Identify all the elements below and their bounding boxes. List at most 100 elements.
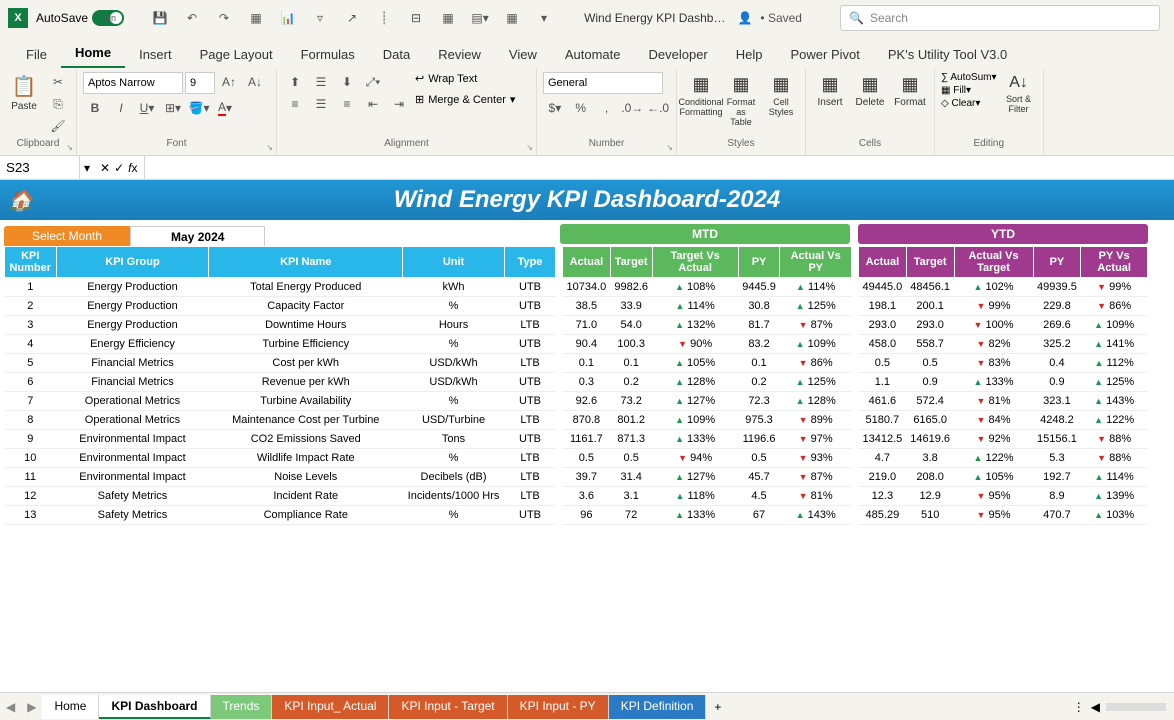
font-size-select[interactable]	[185, 72, 215, 94]
sheet-tab-kpi-dashboard[interactable]: KPI Dashboard	[99, 695, 210, 719]
copy-icon[interactable]: ⎘	[46, 94, 70, 114]
sheet-nav-right[interactable]: ▶	[21, 700, 42, 714]
ribbon-tab-review[interactable]: Review	[424, 41, 495, 68]
wrap-label: Wrap Text	[428, 73, 477, 85]
qat-more-icon[interactable]: ▾	[532, 6, 556, 30]
shrink-font-icon[interactable]: A↓	[243, 72, 267, 92]
qat-share-icon[interactable]: ↗	[340, 6, 364, 30]
ribbon-tab-insert[interactable]: Insert	[125, 41, 186, 68]
redo-icon[interactable]: ↷	[212, 6, 236, 30]
qat-filter-icon[interactable]: ▿	[308, 6, 332, 30]
scroll-left-icon[interactable]: ◀	[1091, 700, 1100, 714]
formula-input[interactable]	[145, 160, 1174, 175]
inc-decimal-icon[interactable]: .0→	[620, 98, 644, 118]
align-middle-icon[interactable]: ☰	[309, 72, 333, 92]
alignment-launcher[interactable]: ↘	[526, 143, 533, 152]
indent-inc-icon[interactable]: ⇥	[387, 94, 411, 114]
autosave-toggle[interactable]: AutoSave On	[36, 10, 140, 26]
format-as-table-button[interactable]: ▦Format as Table	[723, 72, 759, 138]
delete-cells-button[interactable]: ▦Delete	[852, 72, 888, 138]
font-color-icon[interactable]: A▾	[213, 98, 237, 118]
comma-icon[interactable]: ,	[595, 98, 619, 118]
bold-icon[interactable]: B	[83, 98, 107, 118]
qat-ungroup-icon[interactable]: ⊟	[404, 6, 428, 30]
sheet-tab-kpi-definition[interactable]: KPI Definition	[609, 695, 707, 719]
qat-list-icon[interactable]: ▤▾	[468, 6, 492, 30]
qat-pivot-icon[interactable]: ▦	[500, 6, 524, 30]
indent-dec-icon[interactable]: ⇤	[361, 94, 385, 114]
merge-center-button[interactable]: ⊞Merge & Center▾	[415, 93, 515, 106]
sheet-tab-kpi-input-target[interactable]: KPI Input - Target	[389, 695, 507, 719]
sheet-more-icon[interactable]: ⋮	[1073, 700, 1085, 714]
format-cells-button[interactable]: ▦Format	[892, 72, 928, 138]
currency-icon[interactable]: $▾	[543, 98, 567, 118]
autosum-button[interactable]: ∑ AutoSum▾	[941, 72, 997, 83]
table-row: 2Energy ProductionCapacity Factor%UTB	[5, 297, 556, 316]
align-center-icon[interactable]: ☰	[309, 94, 333, 114]
clear-button[interactable]: ◇ Clear▾	[941, 98, 997, 109]
ribbon-tab-formulas[interactable]: Formulas	[287, 41, 369, 68]
ribbon-tab-power-pivot[interactable]: Power Pivot	[777, 41, 874, 68]
sheet-nav-left[interactable]: ◀	[0, 700, 21, 714]
fill-button[interactable]: ▦ Fill▾	[941, 85, 997, 96]
align-top-icon[interactable]: ⬆	[283, 72, 307, 92]
italic-icon[interactable]: I	[109, 98, 133, 118]
sheet-tab-kpi-input-py[interactable]: KPI Input - PY	[508, 695, 609, 719]
align-bottom-icon[interactable]: ⬇	[335, 72, 359, 92]
home-icon[interactable]: 🏠	[8, 188, 33, 213]
fill-color-icon[interactable]: 🪣▾	[187, 98, 211, 118]
clipboard-launcher[interactable]: ↘	[66, 143, 73, 152]
enter-icon[interactable]: ✓	[114, 161, 124, 175]
font-name-select[interactable]	[83, 72, 183, 94]
ribbon-tab-view[interactable]: View	[495, 41, 551, 68]
save-status[interactable]: • Saved	[760, 11, 802, 25]
ribbon-tab-data[interactable]: Data	[369, 41, 424, 68]
ribbon-tab-help[interactable]: Help	[722, 41, 777, 68]
fx-icon[interactable]: fx	[128, 161, 137, 175]
undo-icon[interactable]: ↶	[180, 6, 204, 30]
dec-decimal-icon[interactable]: ←.0	[646, 98, 670, 118]
align-left-icon[interactable]: ≡	[283, 94, 307, 114]
number-launcher[interactable]: ↘	[666, 143, 673, 152]
qat-chart-icon[interactable]: 📊	[276, 6, 300, 30]
search-box[interactable]: 🔍 Search	[840, 5, 1160, 31]
paste-button[interactable]: 📋 Paste	[6, 72, 42, 138]
ribbon-tab-automate[interactable]: Automate	[551, 41, 635, 68]
month-value[interactable]: May 2024	[130, 226, 265, 248]
cell-styles-button[interactable]: ▦Cell Styles	[763, 72, 799, 138]
font-launcher[interactable]: ↘	[266, 143, 273, 152]
table-row: 92.673.2▲ 127%72.3▲ 128%	[563, 392, 852, 411]
namebox-dropdown[interactable]: ▾	[80, 161, 94, 175]
ribbon-tab-developer[interactable]: Developer	[635, 41, 722, 68]
align-right-icon[interactable]: ≡	[335, 94, 359, 114]
format-painter-icon[interactable]: 🖌	[46, 116, 70, 136]
qat-grid-icon[interactable]: ▦	[244, 6, 268, 30]
conditional-formatting-button[interactable]: ▦Conditional Formatting	[683, 72, 719, 138]
add-sheet-button[interactable]: +	[706, 700, 729, 714]
ribbon-tab-pk-s-utility-tool-v-[interactable]: PK's Utility Tool V3.0	[874, 41, 1021, 68]
sheet-tab-trends[interactable]: Trends	[211, 695, 273, 719]
qat-table-icon[interactable]: ▦	[436, 6, 460, 30]
border-icon[interactable]: ⊞▾	[161, 98, 185, 118]
ribbon-tab-file[interactable]: File	[12, 41, 61, 68]
name-box[interactable]	[0, 156, 80, 179]
percent-icon[interactable]: %	[569, 98, 593, 118]
number-format-select[interactable]	[543, 72, 663, 94]
sheet-tab-home[interactable]: Home	[42, 695, 99, 719]
ribbon-tab-page-layout[interactable]: Page Layout	[186, 41, 287, 68]
ribbon-tab-home[interactable]: Home	[61, 39, 125, 68]
month-selector[interactable]: Select Month May 2024	[4, 226, 265, 248]
insert-cells-button[interactable]: ▦Insert	[812, 72, 848, 138]
grow-font-icon[interactable]: A↑	[217, 72, 241, 92]
share-person-icon[interactable]: 👤	[737, 11, 752, 25]
cut-icon[interactable]: ✂	[46, 72, 70, 92]
table-row: 9672▲ 133%67▲ 143%	[563, 506, 852, 525]
sheet-tab-kpi-input-actual[interactable]: KPI Input_ Actual	[272, 695, 389, 719]
sort-filter-button[interactable]: A↓Sort & Filter	[1001, 72, 1037, 138]
save-icon[interactable]: 💾	[148, 6, 172, 30]
orientation-icon[interactable]: ⤢▾	[361, 72, 385, 92]
underline-icon[interactable]: U▾	[135, 98, 159, 118]
cancel-icon[interactable]: ✕	[100, 161, 110, 175]
h-scrollbar[interactable]	[1106, 703, 1166, 711]
wrap-text-button[interactable]: ↩Wrap Text	[415, 72, 515, 85]
